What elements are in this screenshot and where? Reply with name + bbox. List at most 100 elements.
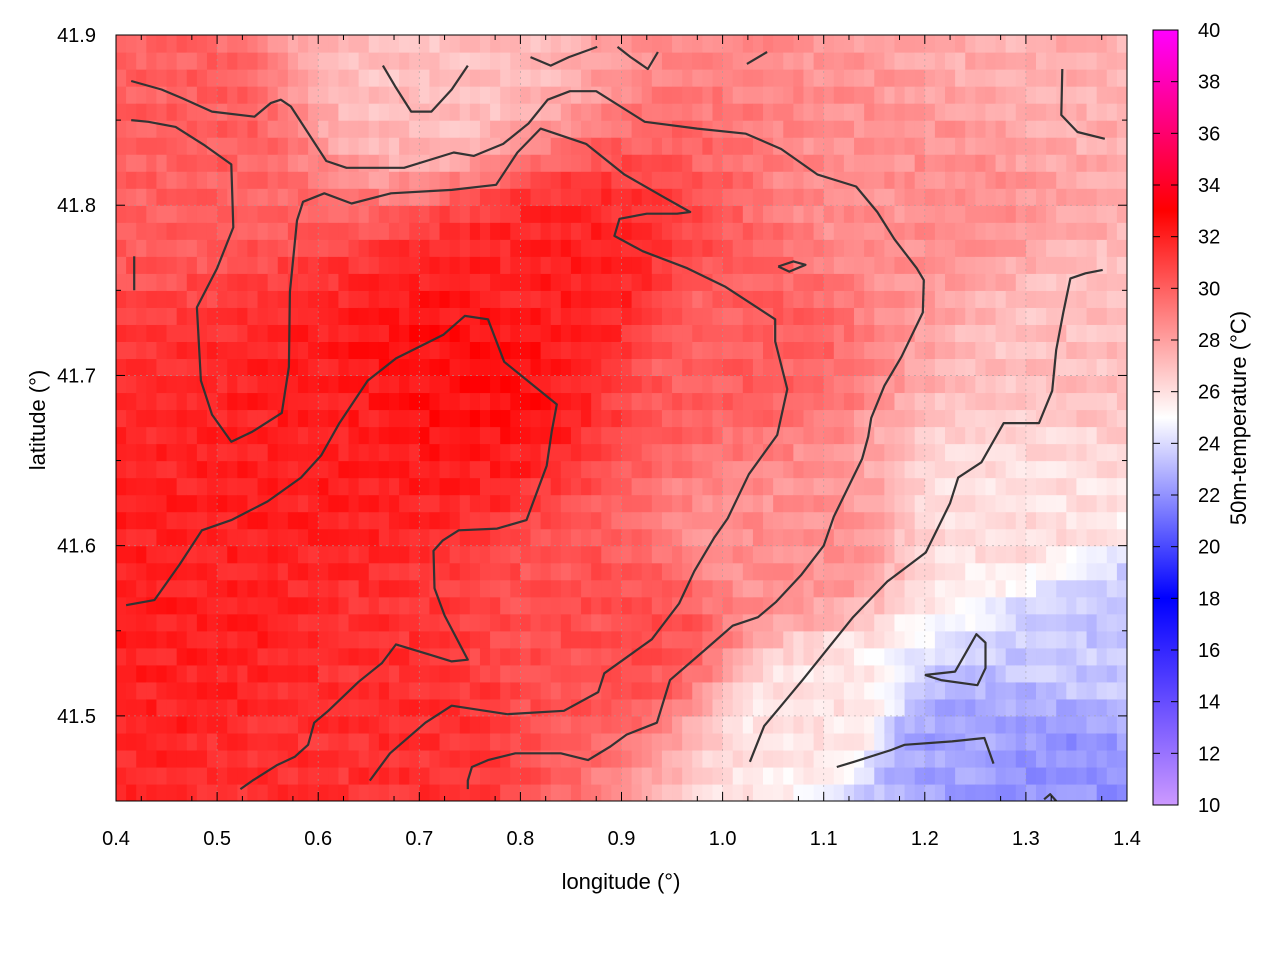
heat-cell bbox=[854, 35, 865, 53]
heat-cell bbox=[166, 732, 178, 751]
heat-cell bbox=[914, 154, 926, 172]
heat-cell bbox=[217, 766, 228, 785]
heat-cell bbox=[682, 154, 693, 172]
heat-cell bbox=[621, 239, 633, 257]
heat-cell bbox=[136, 35, 147, 53]
heat-cell bbox=[469, 579, 481, 598]
heat-cell bbox=[378, 256, 390, 274]
heat-cell bbox=[1096, 681, 1108, 700]
heat-cell bbox=[126, 239, 137, 257]
heat-cell bbox=[702, 341, 714, 360]
heat-cell bbox=[429, 613, 441, 632]
heat-cell bbox=[439, 766, 451, 785]
heat-cell bbox=[368, 290, 380, 308]
heat-cell bbox=[267, 494, 279, 513]
heat-cell bbox=[459, 477, 471, 496]
heat-cell bbox=[692, 528, 703, 547]
heat-cell bbox=[399, 307, 410, 325]
heat-cell bbox=[166, 562, 178, 581]
heat-cell bbox=[682, 460, 693, 479]
heat-cell bbox=[894, 596, 906, 615]
heat-cell bbox=[793, 375, 805, 394]
heat-cell bbox=[257, 443, 269, 462]
heat-cell bbox=[227, 460, 238, 479]
heat-cell bbox=[318, 120, 329, 138]
heat-cell bbox=[934, 579, 946, 598]
heat-cell bbox=[146, 766, 158, 785]
heat-cell bbox=[520, 579, 532, 598]
heat-cell bbox=[783, 307, 794, 325]
heat-cell bbox=[1015, 579, 1027, 598]
heat-cell bbox=[783, 460, 794, 479]
heat-cell bbox=[176, 307, 188, 325]
heat-cell bbox=[146, 562, 158, 581]
heat-cell bbox=[399, 290, 410, 308]
heat-cell bbox=[904, 732, 916, 751]
heat-cell bbox=[206, 222, 218, 240]
heat-cell bbox=[287, 409, 299, 428]
heat-cell bbox=[833, 664, 845, 683]
heat-cell bbox=[722, 392, 734, 411]
heat-cell bbox=[550, 35, 562, 53]
heat-cell bbox=[682, 375, 693, 394]
heat-cell bbox=[1025, 528, 1037, 547]
heat-cell bbox=[126, 256, 137, 274]
heat-cell bbox=[1076, 341, 1088, 360]
heat-cell bbox=[672, 35, 683, 53]
heat-cell bbox=[459, 120, 471, 138]
heat-cell bbox=[1086, 358, 1098, 377]
heat-cell bbox=[1036, 358, 1047, 377]
heat-cell bbox=[550, 307, 562, 325]
heat-cell bbox=[813, 375, 825, 394]
heat-cell bbox=[166, 341, 178, 360]
heat-cell bbox=[793, 273, 805, 291]
heat-cell bbox=[156, 562, 168, 581]
heat-cell bbox=[1066, 681, 1078, 700]
heat-cell bbox=[854, 171, 865, 189]
heat-cell bbox=[227, 630, 238, 649]
heat-cell bbox=[530, 154, 542, 172]
heat-cell bbox=[1076, 647, 1088, 666]
heat-cell bbox=[227, 783, 238, 801]
heat-cell bbox=[732, 222, 744, 240]
heat-cell bbox=[146, 613, 158, 632]
heat-cell bbox=[702, 596, 714, 615]
heat-cell bbox=[358, 239, 370, 257]
heat-cell bbox=[793, 86, 805, 104]
heat-cell bbox=[752, 511, 764, 530]
heat-cell bbox=[914, 613, 926, 632]
heat-cell bbox=[196, 681, 208, 700]
heat-cell bbox=[1015, 732, 1027, 751]
heat-cell bbox=[399, 783, 410, 801]
heat-cell bbox=[914, 120, 926, 138]
heat-cell bbox=[277, 426, 289, 445]
heat-cell bbox=[692, 188, 703, 206]
heatmap-field bbox=[116, 35, 1127, 801]
heat-cell bbox=[419, 494, 431, 513]
heat-cell bbox=[287, 528, 299, 547]
heat-cell bbox=[469, 766, 481, 785]
heat-cell bbox=[469, 52, 481, 70]
heat-cell bbox=[510, 562, 521, 581]
heat-cell bbox=[1066, 596, 1078, 615]
heat-cell bbox=[287, 698, 299, 717]
heat-cell bbox=[914, 239, 926, 257]
heat-cell bbox=[217, 52, 228, 70]
heat-cell bbox=[126, 783, 137, 801]
heat-cell bbox=[995, 341, 1007, 360]
heat-cell bbox=[1025, 35, 1037, 53]
heat-cell bbox=[813, 188, 825, 206]
heat-cell bbox=[783, 443, 794, 462]
heat-cell bbox=[287, 715, 299, 734]
heat-cell bbox=[1056, 341, 1067, 360]
heat-cell bbox=[308, 120, 319, 138]
heat-cell bbox=[1086, 239, 1098, 257]
heat-cell bbox=[206, 409, 218, 428]
heat-cell bbox=[601, 783, 612, 801]
heat-cell bbox=[884, 188, 896, 206]
heat-cell bbox=[277, 290, 289, 308]
heat-cell bbox=[338, 307, 350, 325]
heat-cell bbox=[439, 154, 451, 172]
heat-cell bbox=[510, 647, 521, 666]
heat-cell bbox=[479, 358, 491, 377]
